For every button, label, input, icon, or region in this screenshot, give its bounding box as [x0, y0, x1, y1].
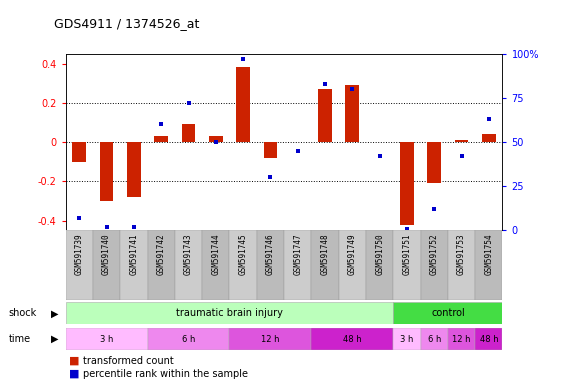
- Text: 6 h: 6 h: [182, 334, 195, 344]
- Bar: [202, 230, 230, 300]
- Text: GSM591744: GSM591744: [211, 233, 220, 275]
- Bar: [393, 302, 502, 324]
- Text: ■: ■: [69, 356, 79, 366]
- Text: control: control: [431, 308, 465, 318]
- Bar: [448, 230, 475, 300]
- Text: GSM591750: GSM591750: [375, 233, 384, 275]
- Bar: [482, 134, 496, 142]
- Bar: [154, 136, 168, 142]
- Bar: [100, 142, 114, 201]
- Bar: [182, 124, 195, 142]
- Bar: [230, 328, 311, 350]
- Bar: [475, 230, 502, 300]
- Text: GSM591742: GSM591742: [156, 233, 166, 275]
- Bar: [448, 328, 475, 350]
- Text: shock: shock: [9, 308, 37, 318]
- Bar: [400, 142, 414, 225]
- Bar: [284, 230, 311, 300]
- Text: 48 h: 48 h: [480, 334, 498, 344]
- Bar: [339, 230, 366, 300]
- Text: GSM591746: GSM591746: [266, 233, 275, 275]
- Text: 3 h: 3 h: [400, 334, 413, 344]
- Bar: [66, 328, 147, 350]
- Bar: [236, 68, 250, 142]
- Text: GSM591741: GSM591741: [130, 233, 138, 275]
- Bar: [475, 328, 502, 350]
- Bar: [455, 140, 468, 142]
- Text: 12 h: 12 h: [452, 334, 471, 344]
- Bar: [73, 142, 86, 162]
- Bar: [311, 328, 393, 350]
- Text: GSM591749: GSM591749: [348, 233, 357, 275]
- Text: 3 h: 3 h: [100, 334, 113, 344]
- Bar: [127, 142, 140, 197]
- Bar: [393, 230, 421, 300]
- Bar: [66, 302, 393, 324]
- Text: GSM591743: GSM591743: [184, 233, 193, 275]
- Bar: [345, 85, 359, 142]
- Bar: [421, 230, 448, 300]
- Bar: [93, 230, 120, 300]
- Text: transformed count: transformed count: [83, 356, 174, 366]
- Bar: [257, 230, 284, 300]
- Text: traumatic brain injury: traumatic brain injury: [176, 308, 283, 318]
- Bar: [311, 230, 339, 300]
- Text: time: time: [9, 334, 31, 344]
- Bar: [366, 230, 393, 300]
- Text: 6 h: 6 h: [428, 334, 441, 344]
- Bar: [175, 230, 202, 300]
- Text: GSM591745: GSM591745: [239, 233, 248, 275]
- Text: GSM591747: GSM591747: [293, 233, 302, 275]
- Bar: [264, 142, 278, 158]
- Bar: [147, 328, 230, 350]
- Text: percentile rank within the sample: percentile rank within the sample: [83, 369, 248, 379]
- Text: GDS4911 / 1374526_at: GDS4911 / 1374526_at: [54, 17, 200, 30]
- Bar: [120, 230, 147, 300]
- Text: GSM591748: GSM591748: [320, 233, 329, 275]
- Text: ▶: ▶: [51, 334, 59, 344]
- Text: ■: ■: [69, 369, 79, 379]
- Bar: [209, 136, 223, 142]
- Text: 12 h: 12 h: [261, 334, 280, 344]
- Bar: [230, 230, 257, 300]
- Bar: [147, 230, 175, 300]
- Text: GSM591740: GSM591740: [102, 233, 111, 275]
- Text: GSM591751: GSM591751: [403, 233, 412, 275]
- Text: GSM591739: GSM591739: [75, 233, 84, 275]
- Text: GSM591753: GSM591753: [457, 233, 466, 275]
- Text: GSM591754: GSM591754: [484, 233, 493, 275]
- Bar: [318, 89, 332, 142]
- Text: ▶: ▶: [51, 308, 59, 318]
- Bar: [421, 328, 448, 350]
- Text: GSM591752: GSM591752: [430, 233, 439, 275]
- Bar: [66, 230, 93, 300]
- Bar: [393, 328, 421, 350]
- Bar: [428, 142, 441, 183]
- Text: 48 h: 48 h: [343, 334, 361, 344]
